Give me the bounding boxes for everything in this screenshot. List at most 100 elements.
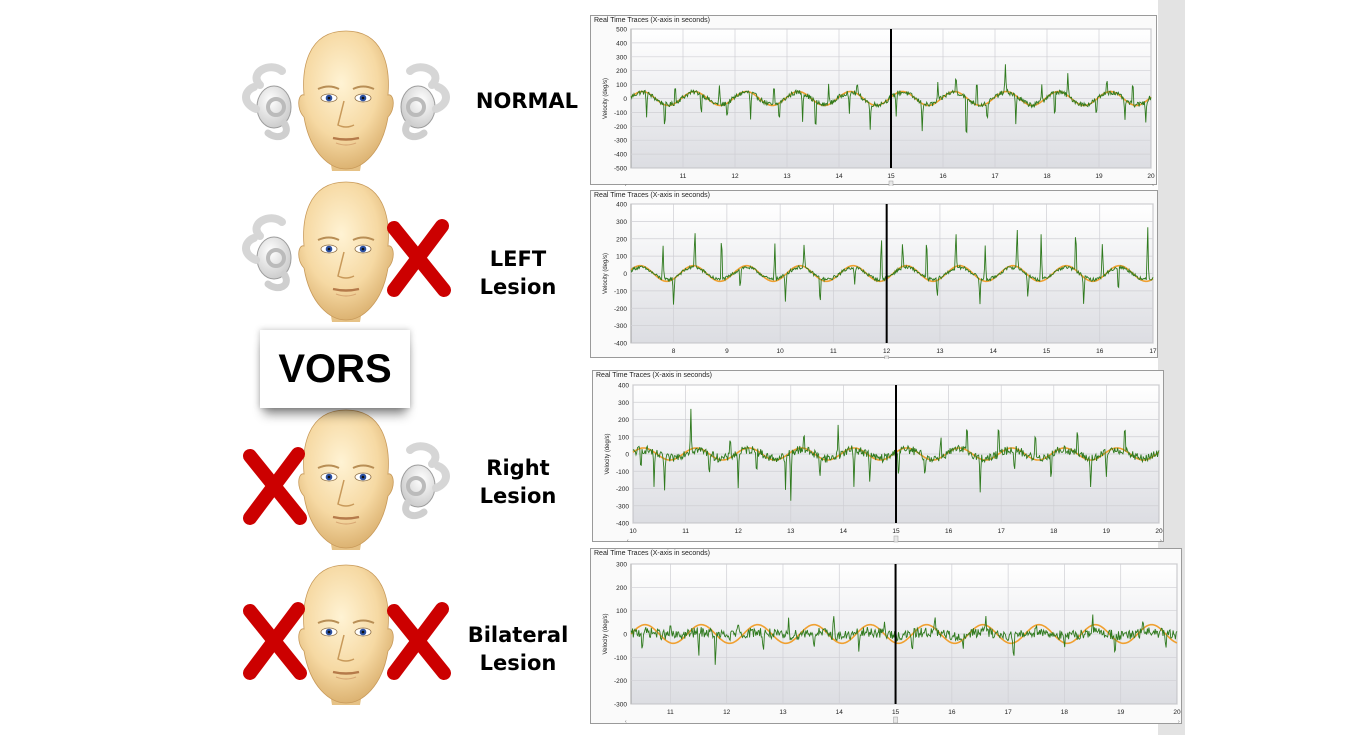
x-tick-label: 14 xyxy=(836,709,844,716)
x-tick-label: 14 xyxy=(840,528,848,535)
y-tick-label: 300 xyxy=(616,54,627,61)
y-tick-label: 300 xyxy=(616,219,627,226)
x-tick-label: 9 xyxy=(725,348,729,355)
scroll-left-arrow[interactable]: ‹ xyxy=(625,183,627,186)
x-tick-label: 20 xyxy=(1147,173,1155,180)
y-axis-label: Velocity (deg/s) xyxy=(603,613,609,654)
x-tick-label: 20 xyxy=(1173,709,1181,716)
scroll-left-arrow[interactable]: ‹ xyxy=(625,719,627,725)
row-label-right-lesion: Right Lesion xyxy=(453,454,583,510)
y-tick-label: -300 xyxy=(614,138,627,145)
scroll-thumb[interactable] xyxy=(893,716,898,724)
trace-chart-bilateral-lesion: 300 200 100 0 -100 -200 -300 11 12 13 14 15 16 17 18 19… xyxy=(603,562,1181,726)
x-tick-label: 14 xyxy=(835,173,843,180)
panel-title: Real Time Traces (X-axis in seconds) xyxy=(594,550,710,557)
y-tick-label: -200 xyxy=(614,306,627,313)
y-tick-label: -200 xyxy=(614,678,627,685)
y-tick-label: 200 xyxy=(616,68,627,75)
y-tick-label: -500 xyxy=(614,166,627,173)
x-tick-label: 11 xyxy=(682,528,689,535)
x-tick-label: 11 xyxy=(667,709,674,716)
trace-chart-normal: 500 400 300 200 100 0 -100 -200 -300 -400 -500 11 12… xyxy=(603,27,1155,186)
x-tick-label: 13 xyxy=(936,348,944,355)
row-label-line: Lesion xyxy=(479,651,557,675)
x-tick-label: 18 xyxy=(1043,173,1051,180)
row-label-normal: NORMAL xyxy=(462,87,592,115)
x-tick-label: 18 xyxy=(1050,528,1058,535)
face-2 xyxy=(242,181,451,322)
y-tick-label: 300 xyxy=(616,562,627,569)
eye-velocity-trace xyxy=(630,227,1154,305)
x-tick-label: 15 xyxy=(892,528,900,535)
x-tick-label: 10 xyxy=(629,528,637,535)
inner-ear-icon xyxy=(400,63,450,141)
x-tick-label: 13 xyxy=(787,528,795,535)
face-3 xyxy=(243,409,450,550)
inner-ear-icon xyxy=(400,442,450,520)
y-tick-label: 0 xyxy=(623,96,627,103)
scroll-thumb[interactable] xyxy=(893,535,899,543)
scroll-left-arrow[interactable]: ‹ xyxy=(627,538,629,543)
x-tick-label: 16 xyxy=(939,173,947,180)
scroll-right-arrow[interactable]: › xyxy=(1152,183,1154,186)
y-axis-label: Velocity (deg/s) xyxy=(605,433,611,474)
trace-panel-left-lesion: Real Time Traces (X-axis in seconds) 400… xyxy=(590,190,1158,359)
scroll-thumb[interactable] xyxy=(884,355,889,359)
x-tick-label: 17 xyxy=(1149,348,1157,355)
row-label-line: Right xyxy=(486,456,550,480)
panel-title: Real Time Traces (X-axis in seconds) xyxy=(596,372,712,379)
y-tick-label: -400 xyxy=(614,341,627,348)
y-tick-label: 100 xyxy=(616,82,627,89)
x-tick-label: 11 xyxy=(680,173,687,180)
row-label-line: Lesion xyxy=(479,484,557,508)
row-label-bilateral-lesion: Bilateral Lesion xyxy=(453,621,583,677)
scroll-left-arrow[interactable]: ‹ xyxy=(625,358,627,359)
y-tick-label: -400 xyxy=(614,152,627,159)
scroll-right-arrow[interactable]: › xyxy=(1160,538,1162,543)
x-tick-label: 10 xyxy=(777,348,785,355)
face-head xyxy=(298,409,394,550)
lesion-cross-icon xyxy=(243,602,307,680)
inner-ear-icon xyxy=(242,63,292,141)
row-label-left-lesion: LEFT Lesion xyxy=(453,245,583,301)
y-tick-label: -100 xyxy=(616,469,629,476)
x-tick-label: 12 xyxy=(883,348,891,355)
x-tick-label: 15 xyxy=(1043,348,1051,355)
scroll-right-arrow[interactable]: › xyxy=(1154,358,1156,359)
scroll-right-arrow[interactable]: › xyxy=(1178,719,1180,725)
x-tick-label: 12 xyxy=(735,528,743,535)
y-tick-label: 200 xyxy=(618,417,629,424)
row-label-line: Bilateral xyxy=(467,623,569,647)
y-tick-label: 200 xyxy=(616,236,627,243)
row-label-line: Lesion xyxy=(479,275,557,299)
lesion-cross-icon xyxy=(387,219,451,297)
x-tick-label: 13 xyxy=(779,709,787,716)
y-tick-label: -200 xyxy=(614,124,627,131)
x-tick-label: 14 xyxy=(990,348,998,355)
x-tick-label: 12 xyxy=(723,709,731,716)
y-tick-label: 400 xyxy=(616,202,627,209)
inner-ear-icon xyxy=(242,214,292,292)
x-tick-label: 17 xyxy=(1005,709,1013,716)
x-tick-label: 15 xyxy=(892,709,900,716)
face-1 xyxy=(242,30,450,171)
x-tick-label: 16 xyxy=(945,528,953,535)
y-tick-label: 200 xyxy=(616,585,627,592)
trace-panel-right-lesion: Real Time Traces (X-axis in seconds) 400… xyxy=(592,370,1164,544)
x-tick-label: 13 xyxy=(783,173,791,180)
y-axis-label: Velocity (deg/s) xyxy=(603,253,609,294)
face-head xyxy=(298,564,394,705)
y-axis-label: Velocity (deg/s) xyxy=(603,78,609,119)
scroll-thumb[interactable] xyxy=(888,180,894,186)
row-label-line: NORMAL xyxy=(475,89,579,113)
trace-chart-left-lesion: 400 300 200 100 0 -100 -200 -300 -400 8 9 10 11 12 13 1… xyxy=(603,202,1157,359)
face-4 xyxy=(243,564,451,705)
y-tick-label: 400 xyxy=(618,383,629,390)
vors-label: VORS xyxy=(278,346,392,391)
x-tick-label: 18 xyxy=(1061,709,1069,716)
x-tick-label: 16 xyxy=(948,709,956,716)
head-velocity-trace xyxy=(630,623,1178,645)
trace-panel-bilateral-lesion: Real Time Traces (X-axis in seconds) 300… xyxy=(590,548,1182,726)
y-tick-label: -100 xyxy=(614,110,627,117)
